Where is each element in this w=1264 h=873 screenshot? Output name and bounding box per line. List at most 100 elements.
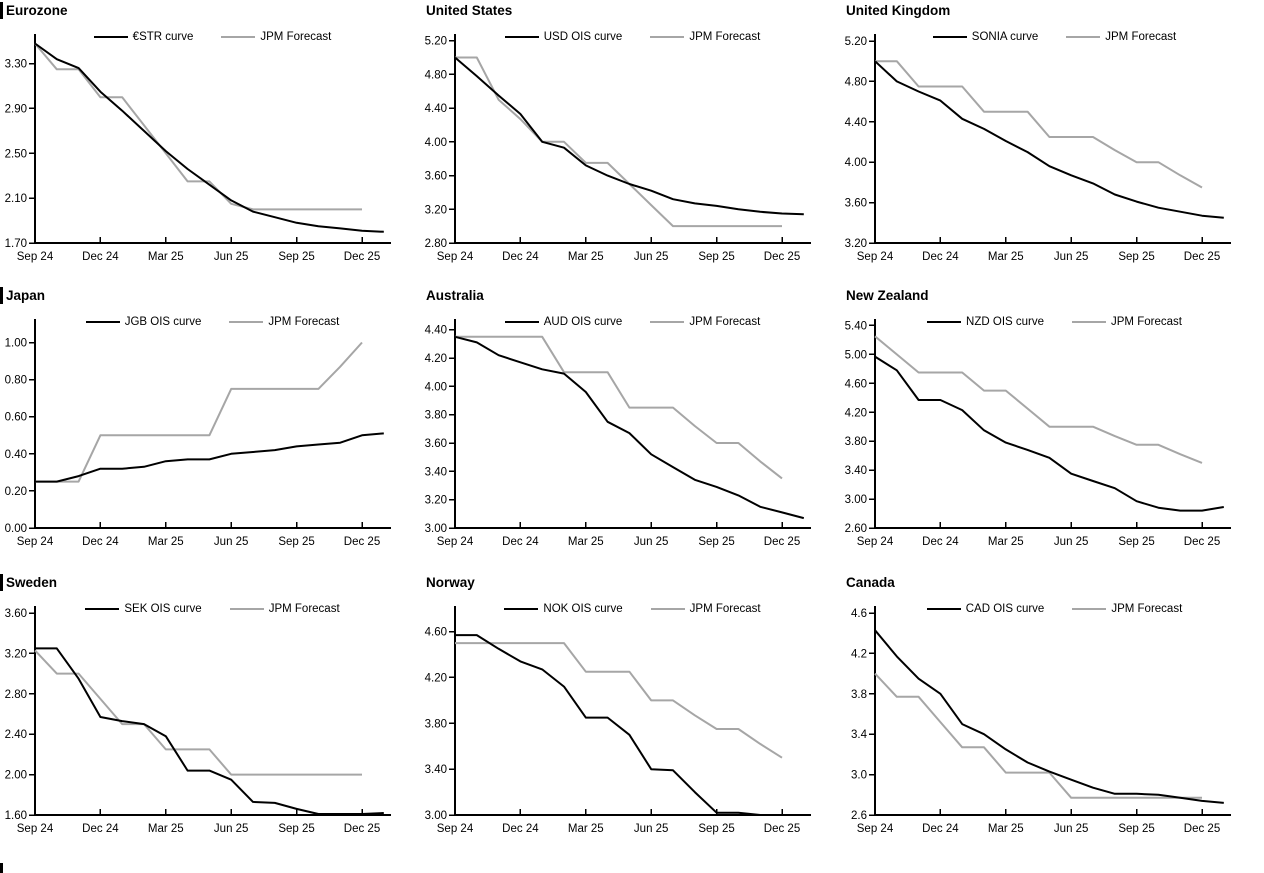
x-tick-label: Sep 24 xyxy=(17,536,54,548)
y-tick-label: 1.70 xyxy=(5,238,27,250)
forecast-line xyxy=(875,60,1203,189)
section-bar-stub xyxy=(0,863,3,873)
chart-title: Canada xyxy=(846,575,895,590)
forecast-line xyxy=(455,642,783,759)
x-tick-label: Dec 24 xyxy=(82,251,119,263)
y-tick-label: 0.20 xyxy=(5,486,27,498)
ois-curve-line xyxy=(454,335,805,520)
chart-title-row: Eurozone xyxy=(0,0,420,23)
chart-title-row: New Zealand xyxy=(840,285,1264,308)
forecast-line xyxy=(455,56,782,228)
forecast-line xyxy=(34,649,362,776)
x-tick-label: Jun 25 xyxy=(634,823,669,835)
chart-title-row: Canada xyxy=(840,572,1264,595)
chart-title-row: Australia xyxy=(420,285,840,308)
x-tick-label: Sep 25 xyxy=(698,251,734,263)
x-tick-label: Jun 25 xyxy=(1054,251,1089,263)
x-tick-label: Sep 25 xyxy=(278,536,314,548)
chart-norway: Norway 4.60 4.20 3.80 3.40 3.00 Sep 24 Dec 24 Ma… xyxy=(420,572,840,873)
chart-united-states: United States 5.20 4.80 4.40 4.00 3.60 3.20 2.8… xyxy=(420,0,840,285)
ois-curve-line xyxy=(874,60,1224,219)
plot-container: 4.6 4.2 3.8 3.4 3.0 2.6 Sep 24 Dec 24 Mar 25 Jun … xyxy=(840,595,1264,859)
y-tick-label: 5.40 xyxy=(845,320,867,332)
y-tick-label: 3.20 xyxy=(425,495,447,507)
chart-title: Japan xyxy=(6,288,46,303)
y-tick-label: 3.20 xyxy=(845,238,867,250)
x-tick-label: Dec 25 xyxy=(344,823,380,835)
y-tick-label: 4.60 xyxy=(845,378,867,390)
x-tick-label: Dec 24 xyxy=(82,823,119,835)
x-tick-label: Dec 24 xyxy=(922,823,959,835)
y-tick-label: 0.60 xyxy=(5,412,27,424)
x-tick-label: Sep 24 xyxy=(437,823,474,835)
x-tick-label: Dec 24 xyxy=(82,536,119,548)
x-tick-label: Dec 24 xyxy=(922,536,959,548)
ois-curve-line xyxy=(35,647,384,815)
chart-title: Norway xyxy=(426,575,475,590)
y-tick-label: 4.2 xyxy=(851,648,867,660)
y-tick-label: 4.20 xyxy=(425,672,447,684)
y-tick-label: 2.90 xyxy=(5,103,27,115)
x-tick-label: Dec 25 xyxy=(1184,823,1220,835)
y-tick-label: 3.60 xyxy=(425,171,447,183)
y-tick-label: 2.50 xyxy=(5,148,27,160)
x-tick-label: Sep 24 xyxy=(437,251,474,263)
y-tick-label: 3.80 xyxy=(845,436,867,448)
y-tick-label: 3.40 xyxy=(845,465,867,477)
y-tick-label: 2.6 xyxy=(851,810,867,822)
y-tick-label: 3.0 xyxy=(851,770,867,782)
forecast-line xyxy=(455,335,783,480)
plot-container: 5.20 4.80 4.40 4.00 3.60 3.20 2.80 Sep 24 Dec 24… xyxy=(420,23,840,287)
y-tick-label: 2.10 xyxy=(5,193,27,205)
ois-curve-line xyxy=(34,42,384,233)
plot-container: 3.60 3.20 2.80 2.40 2.00 1.60 Sep 24 Dec 24 Mar … xyxy=(0,595,420,859)
y-tick-label: 3.60 xyxy=(425,438,447,450)
x-tick-label: Jun 25 xyxy=(1054,536,1089,548)
x-tick-label: Mar 25 xyxy=(568,823,604,835)
y-tick-label: 3.20 xyxy=(5,648,27,660)
x-tick-label: Mar 25 xyxy=(988,251,1024,263)
y-tick-label: 3.80 xyxy=(425,718,447,730)
x-tick-label: Sep 24 xyxy=(17,251,54,263)
ois-curve-line xyxy=(35,432,384,483)
y-tick-label: 4.80 xyxy=(845,76,867,88)
x-tick-label: Mar 25 xyxy=(568,536,604,548)
x-tick-label: Mar 25 xyxy=(988,536,1024,548)
x-tick-label: Dec 25 xyxy=(344,536,380,548)
x-tick-label: Sep 25 xyxy=(278,823,314,835)
chart-united-kingdom: United Kingdom 5.20 4.80 4.40 4.00 3.60 3.20 Se… xyxy=(840,0,1264,285)
x-tick-label: Dec 25 xyxy=(764,536,800,548)
y-tick-label: 4.80 xyxy=(425,69,447,81)
y-tick-label: 2.60 xyxy=(845,523,867,535)
y-tick-label: 3.00 xyxy=(425,523,447,535)
y-tick-label: 3.60 xyxy=(5,608,27,620)
x-tick-label: Jun 25 xyxy=(1054,823,1089,835)
chart-title-row: Sweden xyxy=(0,572,420,595)
x-tick-label: Sep 24 xyxy=(857,823,894,835)
chart-title: United Kingdom xyxy=(846,3,951,18)
chart-title-row: United States xyxy=(420,0,840,23)
section-bar xyxy=(0,2,3,19)
y-tick-label: 3.20 xyxy=(425,204,447,216)
forecast-line xyxy=(874,335,1203,464)
y-tick-label: 5.20 xyxy=(845,36,867,48)
chart-title: Sweden xyxy=(6,575,58,590)
chart-title: United States xyxy=(426,3,513,18)
y-tick-label: 3.8 xyxy=(851,689,867,701)
plot-container: 1.00 0.80 0.60 0.40 0.20 0.00 Sep 24 Dec 24 Mar … xyxy=(0,308,420,572)
plot-container: 3.30 2.90 2.50 2.10 1.70 Sep 24 Dec 24 Mar 25 Ju… xyxy=(0,23,420,287)
x-tick-label: Dec 25 xyxy=(344,251,380,263)
x-tick-label: Sep 25 xyxy=(1118,823,1154,835)
y-tick-label: 4.40 xyxy=(425,103,447,115)
y-tick-label: 3.40 xyxy=(425,466,447,478)
x-tick-label: Dec 24 xyxy=(502,536,539,548)
x-tick-label: Sep 24 xyxy=(857,251,894,263)
x-tick-label: Dec 24 xyxy=(922,251,959,263)
y-tick-label: 5.20 xyxy=(425,36,447,48)
plot-container: 4.60 4.20 3.80 3.40 3.00 Sep 24 Dec 24 Mar 25 Ju… xyxy=(420,595,840,859)
